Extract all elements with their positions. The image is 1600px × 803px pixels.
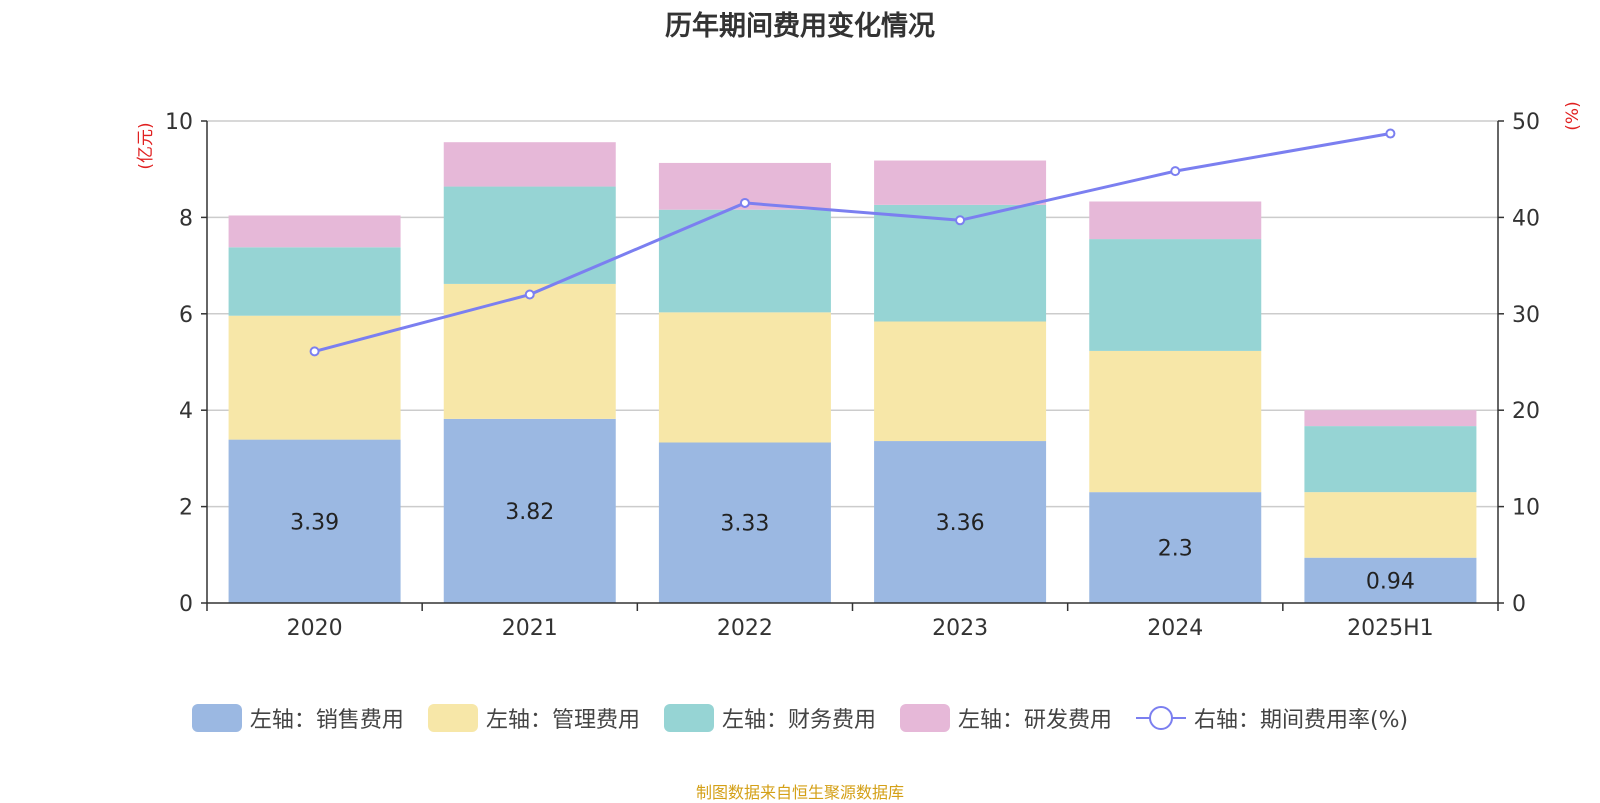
bar-segment xyxy=(228,215,401,248)
bar-segment xyxy=(1304,410,1477,427)
bar-segment xyxy=(1304,557,1477,603)
data-label: 2.3 xyxy=(1158,537,1193,562)
bar-segment xyxy=(228,439,401,603)
right-tick-label: 40 xyxy=(1512,206,1540,231)
legend-swatch xyxy=(191,704,242,732)
rate-point xyxy=(955,215,966,226)
chart-canvas: 0 2 4 6 8 10 0 10 20 30 40 50 (亿元) (%) 3.39 3.82 3.33 3.3… xyxy=(136,101,1583,641)
x-tick-label: 2024 xyxy=(1147,616,1203,641)
bar-segment xyxy=(443,418,616,603)
left-tick-label: 8 xyxy=(179,206,193,231)
bar-segment xyxy=(1089,201,1262,240)
rate-point xyxy=(1385,128,1396,139)
legend-label: 左轴：管理费用 xyxy=(485,708,640,733)
left-tick-label: 0 xyxy=(179,592,193,617)
bar-segment xyxy=(1089,350,1262,493)
legend-label: 右轴：期间费用率(%) xyxy=(1193,708,1409,733)
bar-segment xyxy=(1089,239,1262,351)
x-tick-label: 2020 xyxy=(287,616,343,641)
source-note: 制图数据来自恒生聚源数据库 xyxy=(695,783,904,802)
rate-point xyxy=(524,289,535,300)
legend-swatch xyxy=(663,704,714,732)
bar-segment xyxy=(1304,492,1477,558)
bar-segment xyxy=(443,283,616,419)
legend-item[interactable]: 左轴：财务费用 xyxy=(663,702,876,734)
bar-segment xyxy=(658,209,831,313)
right-tick-label: 0 xyxy=(1512,592,1526,617)
x-tick-label: 2022 xyxy=(717,616,773,641)
right-tick-label: 50 xyxy=(1512,110,1540,135)
rate-line xyxy=(314,132,1391,353)
data-label: 0.94 xyxy=(1366,569,1415,594)
bar-segment xyxy=(1089,492,1262,603)
bar-segment xyxy=(1304,426,1477,493)
legend-item[interactable]: 左轴：研发费用 xyxy=(899,702,1112,734)
rate-point xyxy=(1170,166,1181,177)
bar-segment xyxy=(443,142,616,187)
bar-segment xyxy=(443,186,616,284)
bar-segment xyxy=(658,442,831,603)
legend: 左轴：销售费用 左轴：管理费用 左轴：财务费用 左轴：研发费用 右轴：期间费用率(%) xyxy=(0,702,1600,734)
rate-point xyxy=(739,197,750,208)
bar-segment xyxy=(874,441,1047,603)
bar-segment xyxy=(658,312,831,443)
legend-swatch xyxy=(427,704,478,732)
data-label: 3.33 xyxy=(720,512,769,537)
legend-item[interactable]: 左轴：销售费用 xyxy=(191,702,404,734)
right-axis-label: (%) xyxy=(1563,101,1583,130)
left-tick-label: 6 xyxy=(179,303,193,328)
right-tick-label: 20 xyxy=(1512,399,1540,424)
data-label: 3.36 xyxy=(936,511,985,536)
left-axis-label: (亿元) xyxy=(136,122,156,169)
chart-title: 历年期间费用变化情况 xyxy=(665,11,935,42)
legend-item[interactable]: 左轴：管理费用 xyxy=(427,702,640,734)
rate-point xyxy=(309,346,320,357)
legend-line-marker xyxy=(1135,704,1186,732)
legend-label: 左轴：财务费用 xyxy=(721,708,876,733)
left-tick-label: 4 xyxy=(179,399,193,424)
data-label: 3.82 xyxy=(505,500,554,525)
x-tick-label: 2021 xyxy=(502,616,558,641)
data-label: 3.39 xyxy=(290,510,339,535)
left-tick-label: 2 xyxy=(179,496,193,521)
bar-segment xyxy=(874,160,1047,205)
right-tick-label: 30 xyxy=(1512,303,1540,328)
legend-item[interactable]: 右轴：期间费用率(%) xyxy=(1135,702,1409,734)
x-tick-label: 2025H1 xyxy=(1347,616,1434,641)
legend-swatch xyxy=(899,704,950,732)
left-tick-label: 10 xyxy=(165,110,193,135)
bar-segment xyxy=(874,321,1047,442)
x-tick-label: 2023 xyxy=(932,616,988,641)
right-tick-label: 10 xyxy=(1512,496,1540,521)
legend-label: 左轴：销售费用 xyxy=(249,708,404,733)
legend-label: 左轴：研发费用 xyxy=(957,708,1112,733)
bar-segment xyxy=(228,247,401,316)
